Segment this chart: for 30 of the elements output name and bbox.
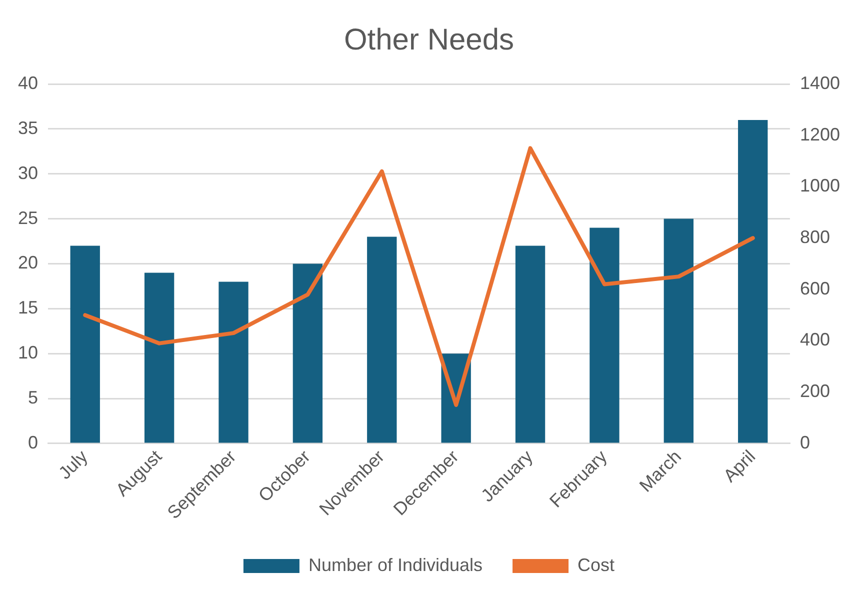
bar [590, 228, 620, 443]
y-tick-label: 15 [18, 298, 38, 318]
y2-tick-label: 600 [800, 278, 830, 298]
y-tick-label: 25 [18, 208, 38, 228]
y-tick-label: 20 [18, 252, 38, 273]
y2-tick-label: 200 [800, 381, 830, 402]
legend-label: Cost [578, 554, 615, 575]
y-tick-label: 35 [18, 118, 38, 138]
y-tick-label: 10 [18, 342, 38, 363]
y-tick-label: 0 [28, 432, 38, 452]
bar [664, 218, 694, 443]
legend-label: Number of Individuals [308, 554, 483, 575]
y2-tick-label: 1200 [800, 124, 840, 144]
y-tick-label: 5 [28, 388, 38, 408]
y2-tick-label: 800 [800, 227, 830, 248]
bar [144, 272, 174, 443]
y2-tick-label: 1000 [800, 176, 840, 196]
y2-tick-label: 0 [800, 432, 810, 452]
y2-tick-label: 400 [800, 330, 830, 350]
bar [367, 236, 397, 443]
y-tick-label: 30 [18, 162, 38, 183]
bar [70, 246, 100, 443]
bar [218, 282, 248, 443]
y-tick-label: 40 [18, 72, 38, 93]
bar [515, 246, 546, 443]
y2-tick-label: 1400 [800, 72, 840, 93]
chart-title: Other Needs [344, 23, 514, 56]
bar [738, 120, 768, 443]
bar [292, 264, 323, 443]
x-tick-label: July [54, 446, 92, 484]
